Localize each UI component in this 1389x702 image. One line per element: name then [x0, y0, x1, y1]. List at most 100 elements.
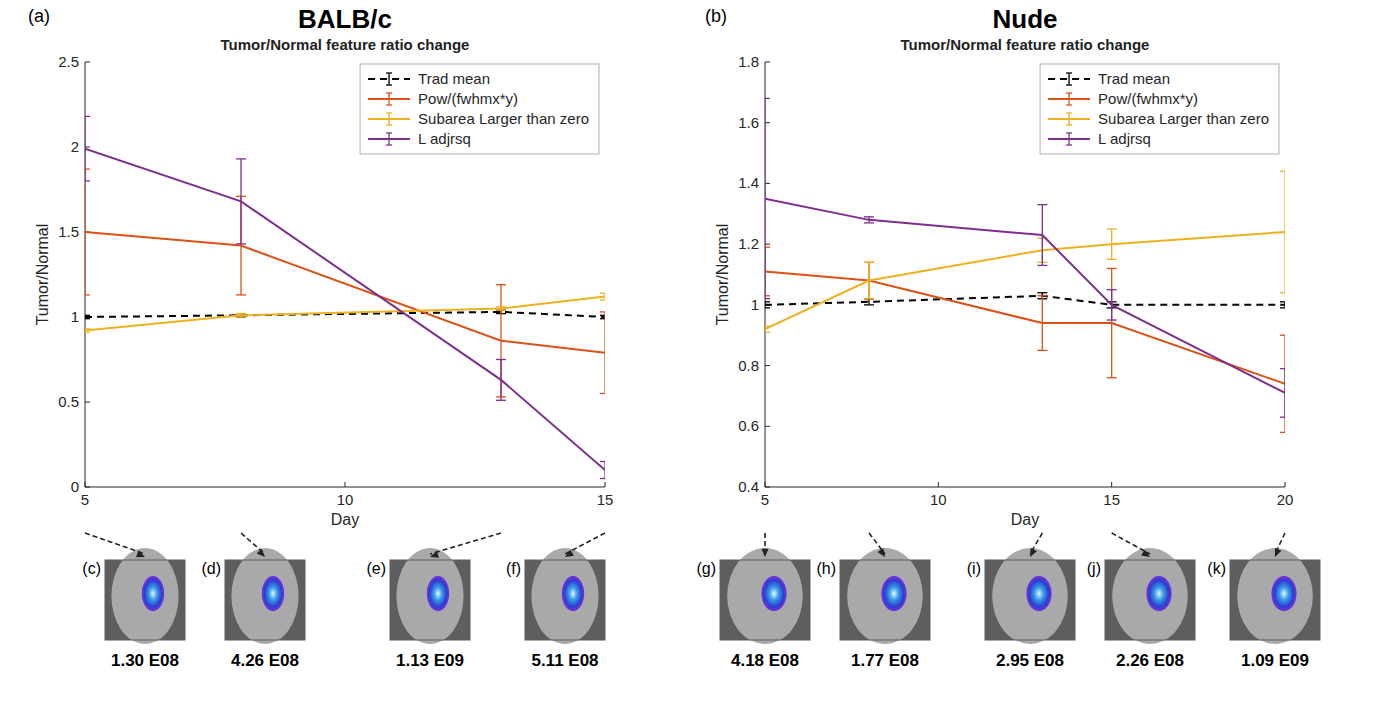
series-line	[765, 232, 1285, 329]
arrow	[1030, 533, 1042, 557]
error-bar	[236, 314, 246, 317]
error-bar-stem	[765, 326, 766, 332]
error-bar-cap	[864, 262, 874, 263]
legend-swatch	[1066, 84, 1072, 85]
error-bar	[496, 360, 506, 401]
error-bar-cap	[765, 325, 770, 326]
legend-swatch	[386, 144, 392, 145]
error-bar-cap	[496, 400, 506, 401]
legend-label: Trad mean	[418, 70, 490, 87]
mouse-image	[1105, 548, 1195, 644]
error-bar-stem	[1111, 268, 1112, 377]
error-bar-stem	[868, 299, 869, 305]
mouse-image	[105, 548, 185, 644]
legend-label: Pow/(fwhmx*y)	[418, 90, 518, 107]
image-signal	[142, 576, 164, 611]
error-bar-cap	[600, 461, 605, 462]
image-signal	[1271, 576, 1296, 611]
y-tick	[85, 402, 90, 403]
arrow	[1275, 533, 1285, 557]
image-signal	[1146, 576, 1171, 611]
image-frame	[1230, 560, 1320, 640]
error-bar-cap	[85, 318, 90, 319]
error-bar-cap	[600, 293, 605, 294]
legend-box	[1040, 64, 1279, 154]
error-bar-stem	[1042, 296, 1043, 351]
error-bar-cap	[1037, 295, 1047, 296]
series-line	[85, 297, 605, 331]
y-tick	[85, 487, 90, 488]
error-bar-cap	[1280, 432, 1285, 433]
arrow-head	[761, 549, 768, 557]
x-tick	[605, 482, 606, 487]
x-tick	[345, 482, 346, 487]
error-bar	[85, 116, 90, 181]
error-bar	[1280, 302, 1285, 308]
subtitle: Tumor/Normal feature ratio change	[221, 36, 470, 53]
arrow	[85, 533, 145, 557]
arrow-line	[565, 533, 605, 554]
error-bar	[1107, 290, 1117, 320]
x-tick-label: 15	[1103, 491, 1120, 508]
error-bar-cap	[1280, 368, 1285, 369]
error-bar-stem	[868, 217, 869, 223]
image-signal	[562, 576, 584, 611]
series-line	[85, 149, 605, 470]
error-bar-cap	[1037, 350, 1047, 351]
image-caption: 1.30 E08	[111, 651, 179, 670]
error-bar	[1107, 229, 1117, 259]
image-body	[1237, 548, 1313, 644]
legend-swatch	[1068, 133, 1069, 145]
x-tick-label: 20	[1277, 491, 1294, 508]
y-tick-label: 0.4	[738, 478, 759, 495]
legend-swatch	[388, 113, 389, 125]
error-bar-stem	[765, 98, 766, 298]
error-bar-stem	[240, 159, 241, 244]
image-label: (h)	[816, 560, 836, 577]
error-bar	[1280, 171, 1285, 292]
error-bar	[864, 262, 874, 298]
error-bar-stem	[604, 293, 605, 300]
image-signal	[262, 576, 284, 611]
y-tick-label: 0	[71, 478, 79, 495]
x-tick-label: 5	[81, 491, 89, 508]
error-bar	[85, 169, 90, 295]
legend-swatch	[1066, 72, 1072, 73]
error-bar	[1280, 335, 1285, 432]
y-tick	[765, 183, 770, 184]
error-bar	[765, 326, 770, 332]
legend: Trad meanPow/(fwhmx*y)Subarea Larger tha…	[1040, 64, 1279, 154]
y-tick-label: 1.6	[738, 114, 759, 131]
error-bar-cap	[85, 168, 90, 169]
legend-label: L adjrsq	[1098, 130, 1151, 147]
subtitle: Tumor/Normal feature ratio change	[901, 36, 1150, 53]
error-bar-stem	[604, 462, 605, 479]
error-bar-stem	[500, 360, 501, 401]
legend-swatch	[386, 92, 392, 93]
image-frame	[840, 560, 930, 640]
error-bar-stem	[1284, 302, 1285, 308]
plot-area	[85, 116, 605, 478]
error-bar-cap	[1037, 265, 1047, 266]
panel-label: (a)	[28, 6, 50, 26]
error-bar	[1280, 369, 1285, 418]
arrow-head	[565, 550, 574, 557]
error-bar-cap	[496, 284, 506, 285]
error-bar	[85, 315, 90, 318]
error-bar-cap	[85, 328, 90, 329]
error-bar-cap	[85, 332, 90, 333]
mouse-image	[1230, 548, 1320, 644]
image-frame	[720, 560, 810, 640]
y-tick-label: 2.5	[58, 53, 79, 70]
x-tick-label: 15	[597, 491, 614, 508]
legend-swatch	[388, 93, 389, 105]
legend-swatch	[1066, 104, 1072, 105]
error-bar-cap	[765, 295, 770, 296]
mouse-image	[390, 548, 470, 644]
error-bar	[765, 302, 770, 308]
error-bar-cap	[864, 262, 874, 263]
image-body	[111, 548, 178, 644]
title: BALB/c	[298, 4, 392, 34]
mouse-image	[840, 548, 930, 644]
y-tick	[765, 365, 770, 366]
